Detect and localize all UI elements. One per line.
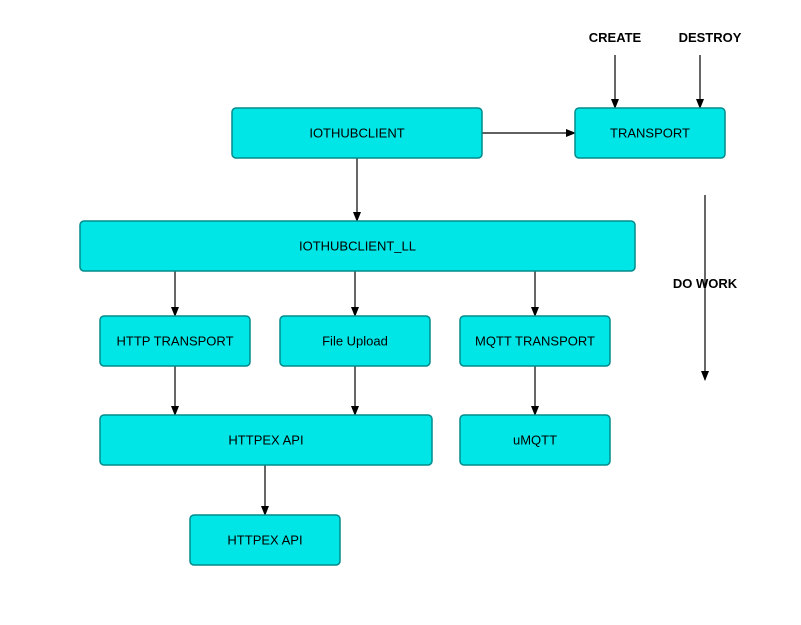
node-label-iothubclient_ll: IOTHUBCLIENT_LL bbox=[299, 238, 416, 253]
label-create: CREATE bbox=[589, 30, 642, 45]
label-destroy: DESTROY bbox=[679, 30, 742, 45]
node-iothubclient: IOTHUBCLIENT bbox=[232, 108, 482, 158]
node-file_upload: File Upload bbox=[280, 316, 430, 366]
node-umqtt: uMQTT bbox=[460, 415, 610, 465]
node-httpex_api2: HTTPEX API bbox=[190, 515, 340, 565]
node-label-http_transport: HTTP TRANSPORT bbox=[116, 333, 233, 348]
node-label-transport: TRANSPORT bbox=[610, 125, 690, 140]
node-label-file_upload: File Upload bbox=[322, 333, 388, 348]
node-http_transport: HTTP TRANSPORT bbox=[100, 316, 250, 366]
node-label-umqtt: uMQTT bbox=[513, 432, 557, 447]
node-mqtt_transport: MQTT TRANSPORT bbox=[460, 316, 610, 366]
flowchart-diagram: IOTHUBCLIENT TRANSPORT IOTHUBCLIENT_LL HTTP… bbox=[0, 0, 801, 625]
node-label-mqtt_transport: MQTT TRANSPORT bbox=[475, 333, 595, 348]
node-httpex_api1: HTTPEX API bbox=[100, 415, 432, 465]
node-label-httpex_api1: HTTPEX API bbox=[228, 432, 303, 447]
label-dowork: DO WORK bbox=[673, 276, 738, 291]
node-label-iothubclient: IOTHUBCLIENT bbox=[309, 125, 404, 140]
node-label-httpex_api2: HTTPEX API bbox=[227, 532, 302, 547]
node-iothubclient_ll: IOTHUBCLIENT_LL bbox=[80, 221, 635, 271]
node-transport: TRANSPORT bbox=[575, 108, 725, 158]
